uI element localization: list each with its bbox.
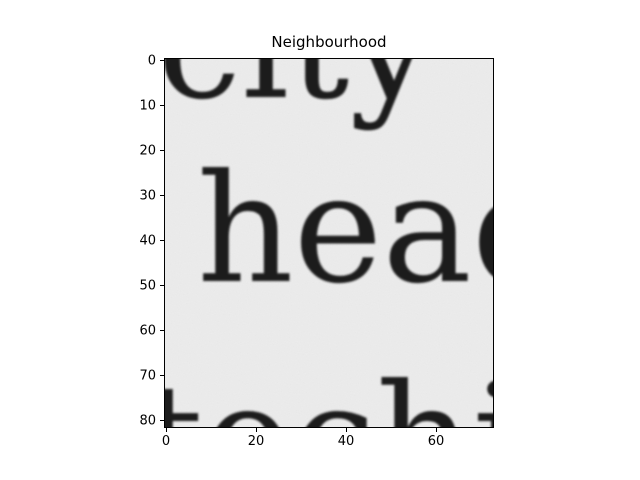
ytick-label: 0	[147, 53, 156, 69]
ytick-mark	[160, 150, 164, 151]
ytick-mark	[160, 330, 164, 331]
ytick-label: 40	[139, 233, 156, 249]
ytick-mark	[160, 240, 164, 241]
ytick-label: 20	[139, 143, 156, 159]
ytick-label: 70	[139, 368, 156, 384]
word-city: city	[165, 59, 434, 133]
ytick-label: 10	[139, 98, 156, 114]
paper-texture	[165, 59, 493, 427]
ytick-label: 60	[139, 323, 156, 339]
word-head: head	[197, 143, 494, 317]
ytick-label: 50	[139, 278, 156, 294]
ytick-mark	[160, 420, 164, 421]
image-axes: city head techi	[164, 58, 494, 428]
ytick-label: 30	[139, 188, 156, 204]
ytick-label: 80	[139, 413, 156, 429]
xtick-mark	[166, 428, 167, 432]
text-crop-image: city head techi	[165, 59, 494, 428]
ytick-mark	[160, 60, 164, 61]
ytick-mark	[160, 105, 164, 106]
word-techi: techi	[165, 353, 494, 428]
ytick-mark	[160, 285, 164, 286]
ytick-mark	[160, 375, 164, 376]
xtick-mark	[436, 428, 437, 432]
xtick-mark	[256, 428, 257, 432]
xtick-label: 60	[427, 434, 445, 449]
xtick-label: 0	[161, 434, 171, 449]
ytick-mark	[160, 195, 164, 196]
xtick-label: 20	[247, 434, 265, 449]
xtick-mark	[346, 428, 347, 432]
figure-title: Neighbourhood	[271, 33, 387, 51]
xtick-label: 40	[337, 434, 355, 449]
